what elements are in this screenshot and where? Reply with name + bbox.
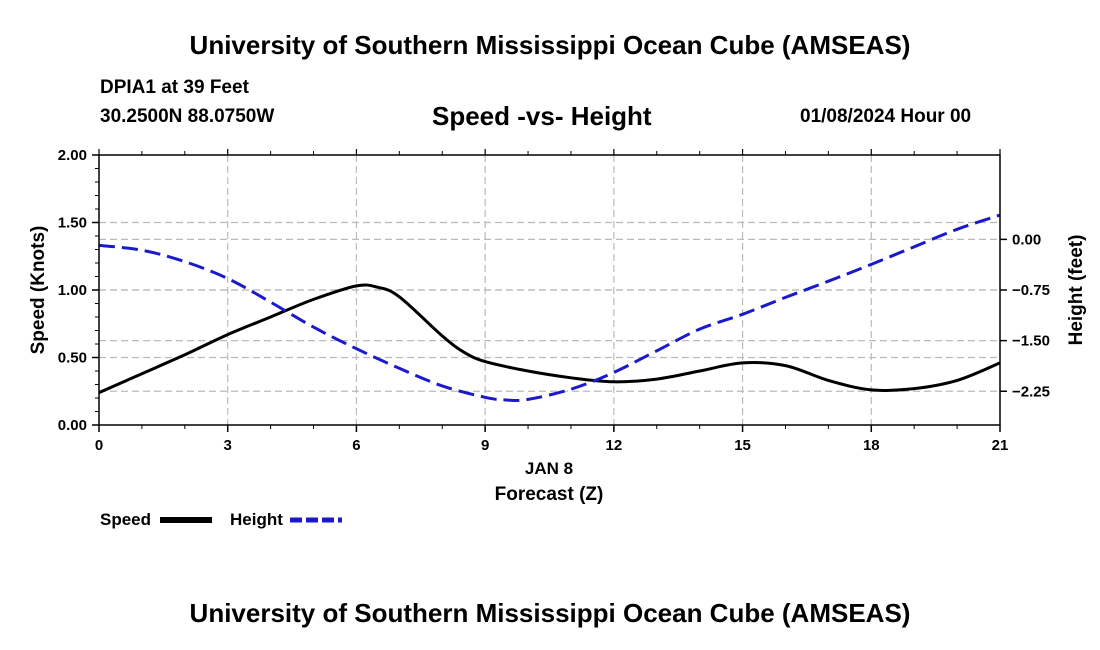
y2-tick-label: −2.25 [1012,383,1050,400]
height-point [871,264,872,265]
x-tick-label: 15 [734,437,751,454]
x-tick-label: 12 [606,437,623,454]
height-point [442,385,443,386]
speed-point [528,371,529,372]
height-point [313,327,314,328]
height-point [141,250,142,251]
y2-tick-label: −0.75 [1012,282,1050,299]
y-tick-label: 1.00 [58,282,87,299]
speed-point [785,365,786,366]
forecast-datetime: 01/08/2024 Hour 00 [800,106,972,127]
axes: 0 3 6 9 12 15 18 21 0.00 0.50 1.00 1.50 2.00 0.00 −0.7… [58,147,1050,454]
x-tick-label: 3 [224,437,232,454]
speed-series-line [98,283,1001,394]
y2-tick-label: 0.00 [1012,231,1041,248]
speed-point [356,285,357,286]
chart-title: University of Southern Mississippi Ocean… [189,30,911,60]
chart-subtitle: Speed -vs- Height [432,101,652,131]
speed-point [914,388,915,389]
height-point [656,350,657,351]
x-date-label: JAN 8 [525,459,573,478]
height-point [356,348,357,349]
x-tick-label: 6 [352,437,360,454]
speed-point [377,287,378,288]
legend-speed-label: Speed [100,510,152,529]
speed-point [570,377,571,378]
speed-point [442,335,443,336]
y-axis-label: Speed (Knots) [28,226,49,355]
speed-point [656,379,657,380]
y-tick-label: 1.50 [58,215,87,232]
height-point [399,368,400,369]
height-point [957,229,958,230]
speed-point [270,317,271,318]
speed-point [613,381,614,382]
series-layer [98,213,1001,403]
x-tick-label: 21 [992,437,1009,454]
height-point [270,302,271,303]
height-point [227,278,228,279]
coordinates-label: 30.2500N 88.0750W [100,106,275,127]
speed-point [871,389,872,390]
speed-point [184,354,185,355]
x-axis-label: Forecast (Z) [495,484,604,505]
height-point [485,397,486,398]
x-tick-label: 18 [863,437,880,454]
grid [99,155,1000,425]
y2-tick-label: −1.50 [1012,333,1050,350]
speed-point [828,380,829,381]
x-tick-label: 9 [481,437,489,454]
speed-point [463,352,464,353]
height-point [528,399,529,400]
legend-height-label: Height [230,510,283,529]
y-tick-label: 0.50 [58,350,87,367]
y2-axis-label: Height (feet) [1066,235,1087,346]
speed-point [699,371,700,372]
speed-point [399,296,400,297]
height-point [570,389,571,390]
height-point [184,261,185,262]
footer-title: University of Southern Mississippi Ocean… [189,598,911,628]
height-point [785,297,786,298]
height-point [613,372,614,373]
y-tick-label: 2.00 [58,147,87,164]
height-point [828,281,829,282]
speed-point [957,380,958,381]
y-tick-label: 0.00 [58,417,87,434]
height-point [914,246,915,247]
speed-point [485,361,486,362]
speed-point [742,362,743,363]
station-label: DPIA1 at 39 Feet [100,77,249,98]
height-series-line [98,213,1001,403]
height-point [699,329,700,330]
height-point [742,314,743,315]
x-tick-label: 0 [95,437,103,454]
speed-point [141,373,142,374]
height-point [506,400,507,401]
speed-point [313,299,314,300]
speed-point [227,334,228,335]
